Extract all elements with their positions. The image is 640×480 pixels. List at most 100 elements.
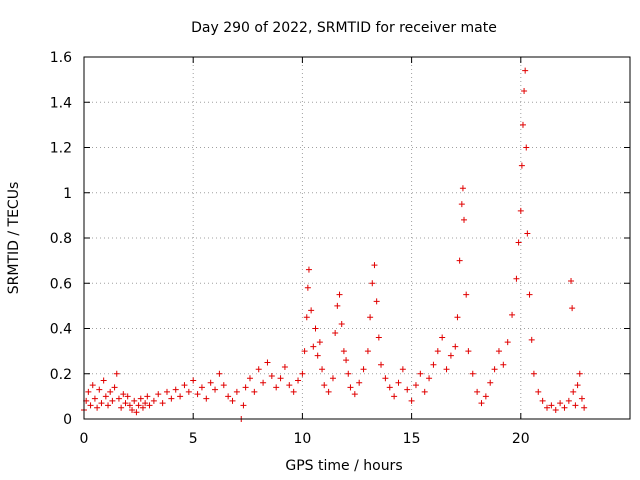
data-point <box>268 373 275 380</box>
data-point <box>255 366 262 373</box>
y-tick-label: 1 <box>63 186 72 202</box>
data-point <box>111 384 118 391</box>
data-point <box>144 393 151 400</box>
data-point <box>404 386 411 393</box>
data-point <box>332 330 339 337</box>
data-point <box>391 393 398 400</box>
data-point <box>552 406 559 413</box>
data-point <box>434 348 441 355</box>
data-point <box>421 388 428 395</box>
data-point <box>568 277 575 284</box>
data-point <box>203 395 210 402</box>
data-point <box>163 388 170 395</box>
data-point <box>107 388 114 395</box>
data-point <box>561 404 568 411</box>
data-point <box>305 266 312 273</box>
data-point <box>105 402 112 409</box>
data-point <box>544 404 551 411</box>
data-point <box>565 397 572 404</box>
data-point <box>246 375 253 382</box>
data-point <box>518 162 525 169</box>
data-point <box>155 391 162 398</box>
data-point <box>126 402 133 409</box>
data-point <box>526 291 533 298</box>
data-point <box>225 393 232 400</box>
data-point <box>168 395 175 402</box>
data-point <box>356 379 363 386</box>
data-point <box>91 395 98 402</box>
data-point <box>373 298 380 305</box>
data-point <box>528 336 535 343</box>
data-point <box>539 397 546 404</box>
data-point <box>474 388 481 395</box>
data-point <box>513 275 520 282</box>
data-point <box>159 400 166 407</box>
data-point <box>207 379 214 386</box>
data-point <box>367 314 374 321</box>
data-point <box>94 404 101 411</box>
data-point <box>295 377 302 384</box>
chart-title: Day 290 of 2022, SRMTID for receiver mat… <box>191 20 497 36</box>
y-tick-label: 1.6 <box>50 50 72 66</box>
data-point <box>417 370 424 377</box>
data-point <box>569 305 576 312</box>
data-point <box>443 366 450 373</box>
data-point <box>142 400 149 407</box>
data-point <box>325 388 332 395</box>
data-point <box>146 402 153 409</box>
data-point <box>102 393 109 400</box>
data-point <box>314 352 321 359</box>
data-point <box>459 185 466 192</box>
data-point <box>487 379 494 386</box>
data-point <box>308 307 315 314</box>
data-point <box>220 382 227 389</box>
data-point <box>133 409 140 416</box>
data-point <box>85 388 92 395</box>
y-tick-label: 1.2 <box>50 141 72 157</box>
data-point <box>251 388 258 395</box>
data-point <box>334 302 341 309</box>
data-point <box>181 382 188 389</box>
data-point <box>113 370 120 377</box>
data-point <box>395 379 402 386</box>
data-point <box>129 406 136 413</box>
data-point <box>277 375 284 382</box>
data-point <box>98 400 105 407</box>
data-point <box>515 239 522 246</box>
data-point <box>535 388 542 395</box>
data-point <box>574 382 581 389</box>
data-point <box>303 314 310 321</box>
data-point <box>578 395 585 402</box>
data-point <box>212 386 219 393</box>
data-point <box>347 384 354 391</box>
data-point <box>522 67 529 74</box>
data-point <box>456 257 463 264</box>
data-point <box>198 384 205 391</box>
data-point <box>447 352 454 359</box>
data-point <box>572 402 579 409</box>
x-tick-label: 20 <box>512 431 530 447</box>
data-point <box>469 370 476 377</box>
data-point <box>273 384 280 391</box>
data-point <box>172 386 179 393</box>
data-point <box>139 404 146 411</box>
data-point <box>461 216 468 223</box>
data-point <box>500 361 507 368</box>
data-point <box>304 284 311 291</box>
data-point <box>319 366 326 373</box>
data-point <box>375 334 382 341</box>
y-tick-label: 1.4 <box>50 95 72 111</box>
data-point <box>509 311 516 318</box>
data-points <box>81 67 588 422</box>
data-point <box>100 377 107 384</box>
data-point <box>242 384 249 391</box>
data-point <box>482 393 489 400</box>
data-point <box>336 291 343 298</box>
data-point <box>430 361 437 368</box>
data-point <box>115 395 122 402</box>
data-point <box>570 388 577 395</box>
y-tick-label: 0.4 <box>50 322 72 338</box>
data-point <box>96 386 103 393</box>
data-point <box>260 379 267 386</box>
